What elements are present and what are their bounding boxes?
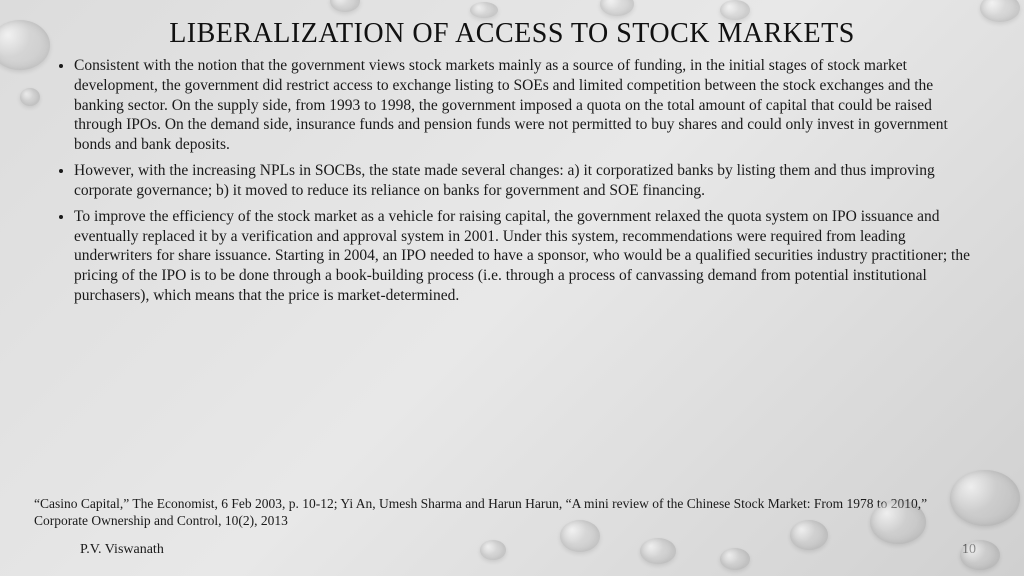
bullet-item: To improve the efficiency of the stock m… [74,207,976,306]
water-droplet-icon [640,538,676,564]
author-name: P.V. Viswanath [80,542,164,558]
water-droplet-icon [480,540,506,560]
bullet-item: However, with the increasing NPLs in SOC… [74,161,976,201]
water-droplet-icon [960,540,1000,570]
bullet-item: Consistent with the notion that the gove… [74,56,976,155]
water-droplet-icon [20,88,40,106]
water-droplet-icon [720,548,750,570]
water-droplet-icon [950,470,1020,526]
water-droplet-icon [870,500,926,544]
water-droplet-icon [790,520,828,550]
water-droplet-icon [720,0,750,20]
bullet-list: Consistent with the notion that the gove… [56,56,976,306]
water-droplet-icon [560,520,600,552]
citation-text: “Casino Capital,” The Economist, 6 Feb 2… [34,495,976,530]
water-droplet-icon [470,2,498,18]
slide-title: LIBERALIZATION OF ACCESS TO STOCK MARKET… [48,18,976,50]
slide: LIBERALIZATION OF ACCESS TO STOCK MARKET… [0,0,1024,576]
